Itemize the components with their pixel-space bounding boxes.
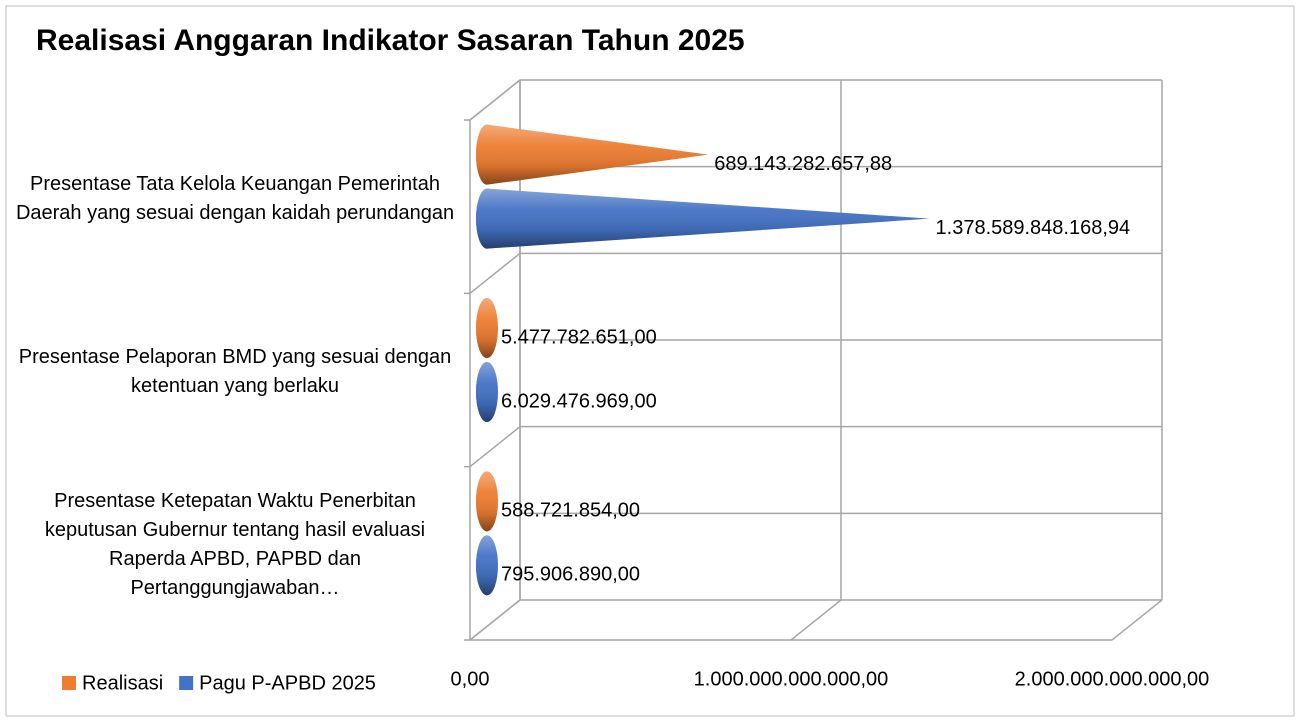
cone-base-shade: [476, 298, 498, 358]
data-label: 588.721.854,00: [501, 500, 640, 522]
wall-line: [469, 79, 521, 121]
cone: [476, 471, 498, 532]
chart-border: [5, 5, 1295, 717]
x-tick-label: 1.000.000.000.000,00: [694, 668, 889, 690]
legend-swatch: [179, 676, 194, 690]
grid-line: [790, 599, 842, 641]
legend-label: Pagu P-APBD 2025: [199, 672, 376, 694]
grid-line: [1111, 599, 1163, 641]
legend-swatch: [62, 676, 76, 690]
cone: [476, 362, 498, 422]
cone: [476, 535, 498, 596]
data-label: 6.029.476.969,00: [501, 390, 657, 412]
cone-shade: [476, 124, 709, 185]
cone-base-shade: [476, 362, 498, 422]
cone-base-shade: [476, 188, 498, 249]
x-tick-label: 0,00: [451, 668, 490, 690]
grid-line: [469, 599, 521, 641]
cone: [476, 298, 498, 358]
cone-base-shade: [476, 124, 498, 185]
legend-label: Realisasi: [82, 672, 163, 694]
wall-line: [469, 252, 521, 294]
cone-shade: [476, 188, 930, 249]
x-tick-label: 2.000.000.000.000,00: [1015, 668, 1210, 690]
chart-title: Realisasi Anggaran Indikator Sasaran Tah…: [36, 24, 745, 57]
y-tick-label: Presentase Pelaporan BMD yang sesuai den…: [18, 346, 452, 397]
cone: [476, 188, 930, 249]
cone: [476, 124, 709, 185]
y-tick-label: Presentase Ketepatan Waktu Penerbitan ke…: [44, 490, 426, 600]
cone-base-shade: [476, 535, 498, 596]
data-label: 1.378.589.848.168,94: [936, 217, 1131, 239]
cone-base-shade: [476, 471, 498, 532]
y-tick-label: Presentase Tata Kelola Keuangan Pemerint…: [15, 172, 455, 224]
data-label: 795.906.890,00: [501, 564, 640, 586]
wall-line: [469, 426, 521, 468]
plot-frame: [464, 79, 1163, 641]
data-label: 689.143.282.657,88: [714, 153, 892, 175]
data-label: 5.477.782.651,00: [501, 326, 657, 348]
